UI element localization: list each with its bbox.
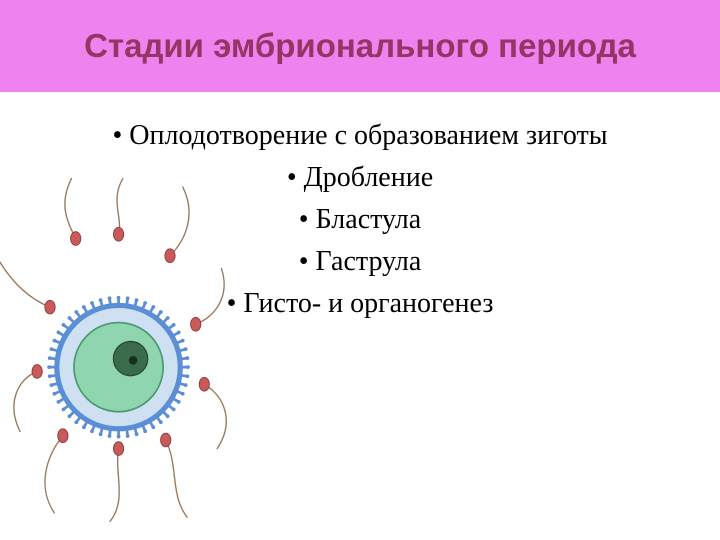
title-bar: Стадии эмбрионального периода <box>0 0 720 92</box>
stage-list: • Оплодотворение с образованием зиготы •… <box>0 115 720 325</box>
list-item: • Оплодотворение с образованием зиготы <box>0 115 720 157</box>
list-item: • Гисто- и органогенез <box>0 283 720 325</box>
list-item: • Дробление <box>0 157 720 199</box>
page-title: Стадии эмбрионального периода <box>84 27 636 66</box>
list-item: • Бластула <box>0 199 720 241</box>
list-item: • Гаструла <box>0 241 720 283</box>
